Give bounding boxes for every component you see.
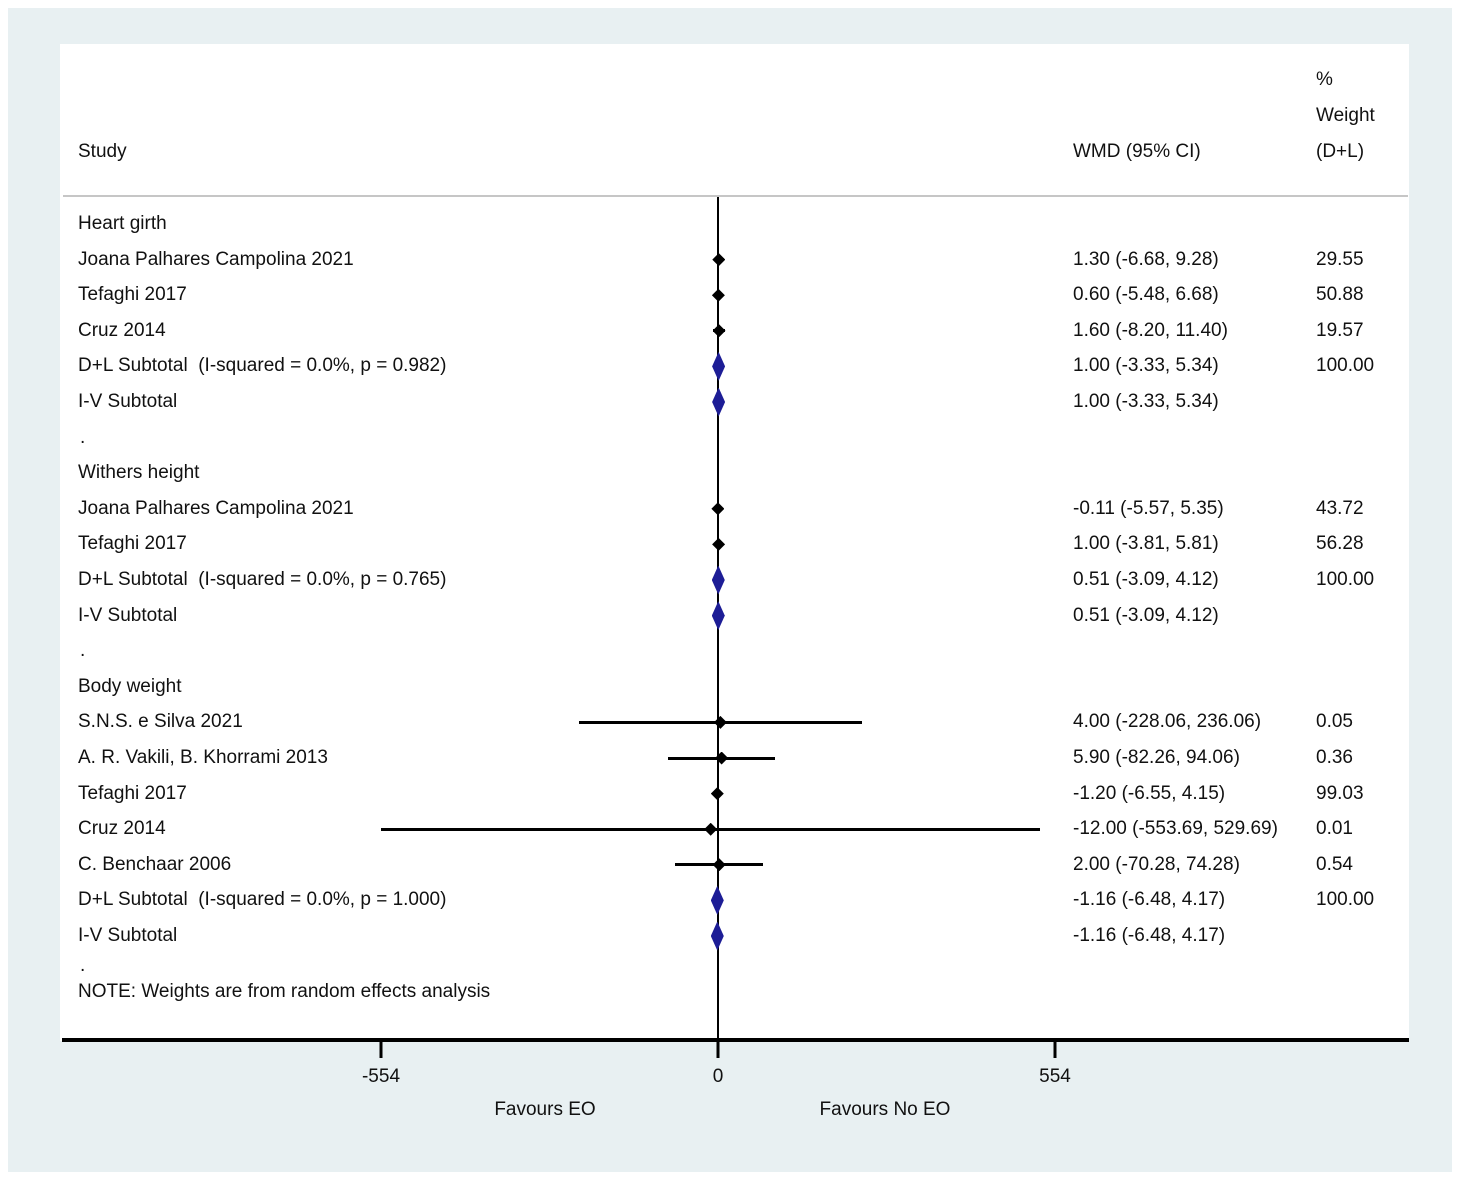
pooled-subtotal-diamond bbox=[712, 387, 726, 417]
row-weight-value: 0.01 bbox=[1316, 818, 1353, 840]
section-dot: . bbox=[80, 426, 86, 448]
axis-tick-mark bbox=[1053, 1042, 1057, 1058]
row-effect-value: -1.16 (-6.48, 4.17) bbox=[1073, 889, 1226, 911]
row-weight-value: 99.03 bbox=[1316, 782, 1364, 804]
section-dot: . bbox=[80, 955, 86, 976]
row-label: I-V Subtotal bbox=[78, 391, 178, 412]
study-point-diamond bbox=[704, 822, 718, 836]
row-label: C. Benchaar 2006 bbox=[78, 853, 232, 875]
row-effect-value: -12.00 (-553.69, 529.69) bbox=[1073, 818, 1278, 840]
row-label: D+L Subtotal (I-squared = 0.0%, p = 0.98… bbox=[78, 355, 447, 377]
axis-tick-label: 554 bbox=[1039, 1066, 1071, 1087]
study-point-diamond bbox=[712, 324, 726, 338]
row-effect-value: 1.00 (-3.81, 5.81) bbox=[1073, 533, 1219, 555]
study-point-diamond bbox=[715, 751, 729, 765]
pooled-subtotal-diamond bbox=[710, 921, 724, 951]
row-label: Tefaghi 2017 bbox=[78, 284, 187, 306]
study-point-diamond bbox=[710, 787, 724, 801]
axis-tick-label: -554 bbox=[361, 1066, 401, 1087]
row-weight-value: 0.54 bbox=[1316, 853, 1353, 875]
pooled-subtotal-diamond bbox=[710, 885, 724, 915]
axis-label-favours-left: Favours EO bbox=[494, 1099, 596, 1120]
axis-tick-mark bbox=[716, 1042, 720, 1058]
row-weight-value: 0.05 bbox=[1316, 711, 1353, 733]
row-label: Joana Palhares Campolina 2021 bbox=[78, 248, 354, 270]
row-effect-value: 1.00 (-3.33, 5.34) bbox=[1073, 391, 1219, 412]
row-effect-value: 0.60 (-5.48, 6.68) bbox=[1073, 284, 1219, 306]
study-point-diamond bbox=[713, 715, 727, 729]
effect-column-header: WMD (95% CI) bbox=[1073, 141, 1201, 162]
study-point-diamond bbox=[711, 502, 725, 516]
row-effect-value: 1.30 (-6.68, 9.28) bbox=[1073, 248, 1219, 270]
row-label: Joana Palhares Campolina 2021 bbox=[78, 497, 354, 519]
row-label: A. R. Vakili, B. Khorrami 2013 bbox=[78, 747, 328, 768]
row-weight-value: 100.00 bbox=[1316, 355, 1375, 377]
weight-column-header-word: Weight bbox=[1316, 105, 1375, 126]
row-weight-value: 19.57 bbox=[1316, 319, 1364, 341]
row-label: Cruz 2014 bbox=[78, 319, 166, 341]
row-weight-value: 43.72 bbox=[1316, 497, 1364, 519]
row-effect-value: 1.60 (-8.20, 11.40) bbox=[1073, 319, 1228, 341]
pooled-subtotal-diamond bbox=[711, 601, 725, 631]
row-weight-value: 100.00 bbox=[1316, 569, 1375, 590]
weight-column-header-model: (D+L) bbox=[1316, 141, 1365, 162]
row-weight-value: 0.36 bbox=[1316, 747, 1353, 768]
row-label: Tefaghi 2017 bbox=[78, 782, 187, 804]
row-effect-value: -1.20 (-6.55, 4.15) bbox=[1073, 782, 1226, 804]
study-point-diamond bbox=[712, 253, 726, 267]
x-axis-line bbox=[62, 1038, 1409, 1042]
study-point-diamond bbox=[712, 858, 726, 872]
study-point-diamond bbox=[711, 288, 725, 302]
axis-tick-mark bbox=[379, 1042, 383, 1058]
row-label: Tefaghi 2017 bbox=[78, 533, 187, 555]
row-label: S.N.S. e Silva 2021 bbox=[78, 711, 243, 733]
pooled-subtotal-diamond bbox=[712, 351, 726, 381]
row-weight-value: 56.28 bbox=[1316, 533, 1364, 555]
row-effect-value: -1.16 (-6.48, 4.17) bbox=[1073, 925, 1226, 946]
row-weight-value: 50.88 bbox=[1316, 284, 1364, 306]
row-effect-value: 0.51 (-3.09, 4.12) bbox=[1073, 569, 1219, 590]
row-label: D+L Subtotal (I-squared = 0.0%, p = 1.00… bbox=[78, 889, 447, 911]
row-weight-value: 100.00 bbox=[1316, 889, 1375, 911]
row-effect-value: 2.00 (-70.28, 74.28) bbox=[1073, 853, 1240, 875]
row-label: Cruz 2014 bbox=[78, 818, 166, 840]
row-label: I-V Subtotal bbox=[78, 925, 178, 946]
study-point-diamond bbox=[712, 537, 726, 551]
note-text: NOTE: Weights are from random effects an… bbox=[78, 981, 491, 1002]
group-label: Body weight bbox=[78, 675, 182, 697]
row-weight-value: 29.55 bbox=[1316, 248, 1364, 270]
section-dot: . bbox=[80, 640, 86, 662]
header-separator-line bbox=[63, 195, 1408, 197]
row-effect-value: 1.00 (-3.33, 5.34) bbox=[1073, 355, 1219, 377]
row-label: D+L Subtotal (I-squared = 0.0%, p = 0.76… bbox=[78, 569, 447, 590]
study-column-header: Study bbox=[78, 141, 127, 162]
row-effect-value: 0.51 (-3.09, 4.12) bbox=[1073, 604, 1219, 626]
row-effect-value: 5.90 (-82.26, 94.06) bbox=[1073, 747, 1240, 768]
row-label: I-V Subtotal bbox=[78, 604, 178, 626]
pooled-subtotal-diamond bbox=[711, 565, 725, 595]
row-effect-value: -0.11 (-5.57, 5.35) bbox=[1073, 497, 1224, 519]
weight-column-header-pct: % bbox=[1316, 69, 1333, 90]
axis-label-favours-right: Favours No EO bbox=[819, 1099, 951, 1120]
plot-panel bbox=[60, 44, 1409, 1041]
group-label: Heart girth bbox=[78, 213, 167, 234]
axis-tick-label: 0 bbox=[712, 1066, 724, 1087]
row-effect-value: 4.00 (-228.06, 236.06) bbox=[1073, 711, 1262, 733]
group-label: Withers height bbox=[78, 462, 200, 484]
